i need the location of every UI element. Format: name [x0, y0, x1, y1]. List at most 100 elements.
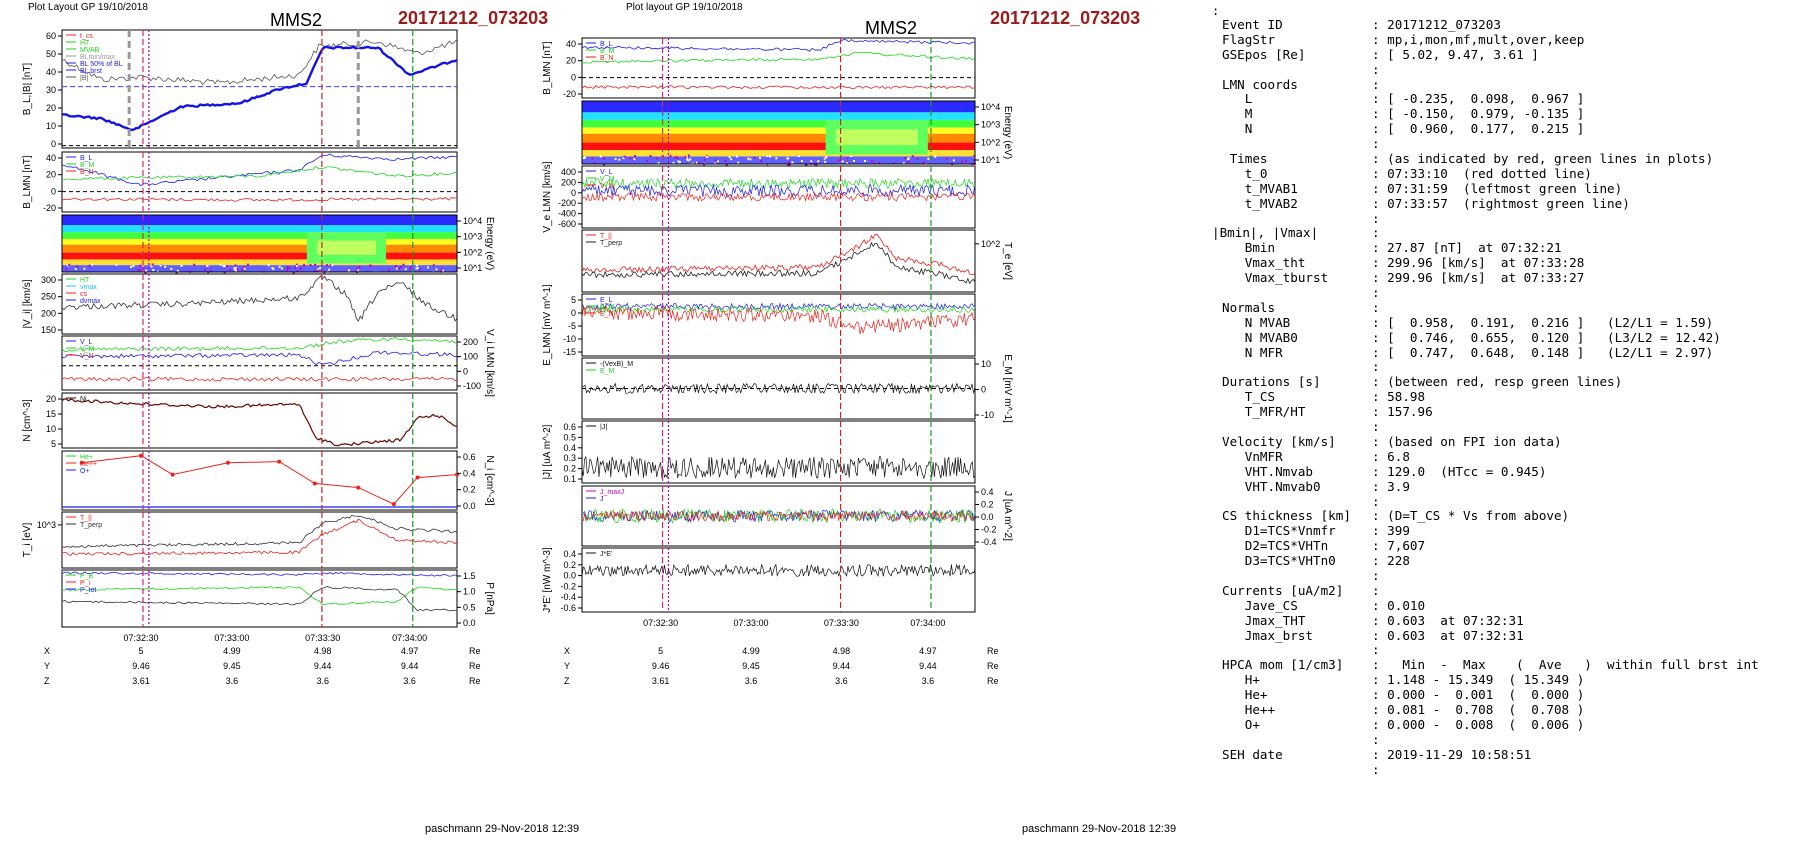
y-tick-label: -0.4: [981, 537, 997, 547]
info-row: VnMFR: 6.8: [1222, 448, 1759, 465]
info-value: mp,i,mon,mf,mult,over,keep: [1387, 31, 1585, 47]
info-key: D1=TCS*Vnmfr: [1222, 523, 1336, 539]
y-axis-label: B_LMN [nT]: [22, 155, 33, 209]
y-axis-label: |V_i| [km/s]: [22, 279, 33, 328]
info-key: N: [1222, 121, 1253, 137]
spectrogram-speck: [797, 155, 800, 158]
spectrogram-speck: [206, 264, 209, 267]
info-value: (as indicated by red, green lines in plo…: [1387, 151, 1714, 167]
info-colon: :: [1372, 746, 1388, 762]
spectrogram-region: [316, 240, 376, 255]
spectrogram-speck: [272, 267, 275, 270]
info-key: Jave_CS: [1222, 597, 1298, 613]
spectrogram-band: [582, 101, 975, 113]
spectrogram-band: [582, 142, 975, 151]
info-colon: :: [1372, 359, 1388, 375]
time-tick-label: 07:32:30: [643, 618, 678, 628]
info-key: T_CS: [1222, 389, 1276, 405]
y-tick-label: 10: [46, 121, 56, 131]
bm-line: [61, 165, 458, 181]
ephemeris-row-label: Z: [564, 676, 570, 686]
spectrogram-speck: [138, 269, 141, 272]
spectrogram-speck: [115, 263, 118, 266]
info-colon: :: [1372, 404, 1388, 420]
y-tick-label: 10^3: [981, 120, 1000, 130]
info-colon: :: [1372, 553, 1388, 569]
spectrogram-speck: [164, 265, 167, 268]
info-value: 6.8: [1387, 448, 1410, 464]
spectrogram-speck: [629, 157, 632, 160]
info-key: Currents [uA/m2]: [1222, 582, 1344, 598]
y-tick-label: -400: [558, 209, 576, 219]
info-key: t_MVAB1: [1222, 180, 1298, 196]
spectrogram-speck: [788, 161, 791, 164]
spectrogram-speck: [646, 159, 649, 162]
vn-line: [61, 376, 458, 382]
spectrogram-speck: [435, 268, 438, 271]
legend-label: |J|: [600, 424, 607, 431]
info-colon: :: [1372, 195, 1388, 211]
spectrogram-speck: [234, 264, 237, 267]
spectrogram-speck: [687, 154, 690, 157]
info-row: Vmax_tburst: 299.96 [km/s] at 07:33:27: [1222, 270, 1759, 286]
info-colon: :: [1372, 657, 1388, 673]
spectrogram-speck: [747, 157, 750, 160]
spectrogram-speck: [927, 157, 930, 160]
y-tick-label: 250: [41, 292, 56, 302]
spectrogram-region: [835, 129, 918, 146]
left-panel-vilmn: [61, 335, 458, 391]
y-tick-label: 0.2: [563, 464, 576, 474]
mid-panel-te: [581, 229, 976, 293]
spectrogram-speck: [775, 157, 778, 160]
info-key: Jmax_THT: [1222, 612, 1306, 628]
info-row: t_MVAB2: 07:33:57 (rightmost green line): [1222, 195, 1759, 212]
info-value: 20171212_073203: [1387, 17, 1501, 32]
vexb-line: [581, 382, 976, 395]
legend-label: J: [600, 496, 604, 503]
info-key: Jmax_brst: [1222, 627, 1313, 643]
spectrogram-band: [582, 156, 975, 164]
info-colon: :: [1372, 76, 1388, 92]
spectrogram-speck: [634, 155, 637, 158]
info-colon: :: [1372, 136, 1388, 152]
spectrogram-speck: [331, 264, 334, 267]
y-tick-label: 0.6: [463, 452, 476, 462]
info-colon: :: [1372, 508, 1388, 524]
spectrogram-speck: [749, 158, 752, 161]
legend-label: t_cs: [80, 33, 93, 40]
legend-label: Ni: [80, 396, 87, 403]
y-axis-label: E_LMN [mV m^-1]: [542, 284, 553, 366]
spectrogram-speck: [695, 161, 698, 164]
spectrogram-speck: [65, 268, 68, 271]
spectrogram-speck: [170, 267, 173, 270]
ephemeris-row-label: Z: [44, 676, 50, 686]
info-row: :: [1222, 62, 1759, 78]
legend-label: |B|: [80, 75, 88, 82]
spectrogram-speck: [724, 159, 727, 162]
mid-panel-ve: [581, 165, 976, 229]
y-tick-label: 40: [46, 153, 56, 163]
ephemeris-value: 3.6: [316, 676, 329, 686]
legend-label: J*E': [600, 551, 612, 558]
info-colon: :: [1372, 255, 1388, 271]
legend-label: V_N: [600, 183, 614, 190]
legend-label: HT: [80, 277, 90, 284]
spectrogram-speck: [294, 266, 297, 269]
info-colon: :: [1372, 478, 1388, 494]
he-plus-plus-point: [391, 502, 396, 507]
spectrogram-speck: [151, 263, 154, 266]
y-tick-label: 10^2: [981, 137, 1000, 147]
spectrogram-speck: [409, 267, 412, 270]
spectrogram-speck: [678, 160, 681, 163]
spectrogram-speck: [145, 269, 148, 272]
y-tick-label: 150: [41, 325, 56, 335]
info-colon: :: [1372, 672, 1388, 688]
legend-label: He+: [80, 454, 93, 461]
ephemeris-value: 3.6: [835, 676, 848, 686]
bl-line: [61, 153, 458, 187]
spectrogram-speck: [243, 267, 246, 270]
info-row: Bmin: 27.87 [nT] at 07:32:21: [1222, 240, 1759, 256]
spectrogram-speck: [246, 263, 249, 266]
info-row: CS thickness [km]: (D=T_CS * Vs from abo…: [1222, 508, 1759, 524]
spectrogram-speck: [916, 157, 919, 160]
